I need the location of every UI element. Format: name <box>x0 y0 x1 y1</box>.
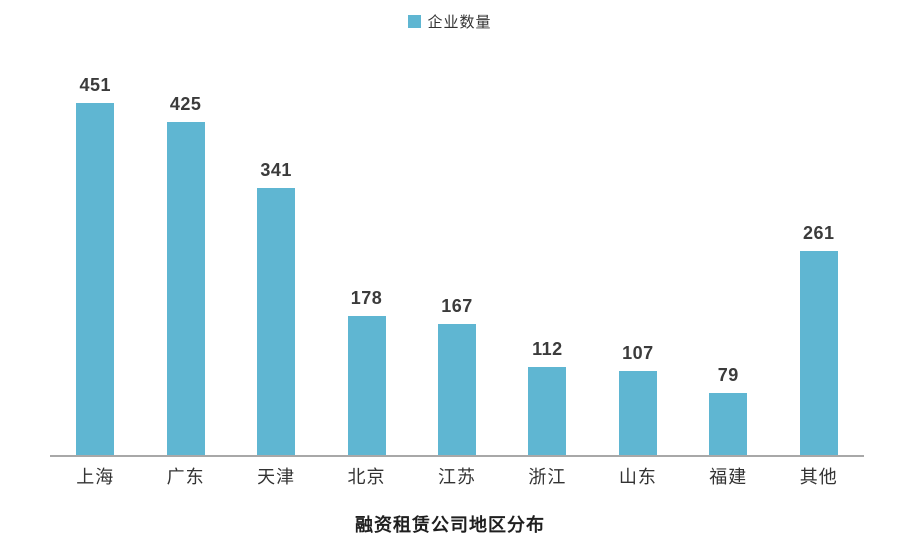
bar-group: 178 <box>321 75 411 455</box>
x-axis-label: 江苏 <box>437 467 476 487</box>
bar-group: 425 <box>140 75 230 455</box>
bar-value-label: 107 <box>622 343 654 363</box>
bar-group: 112 <box>502 75 592 455</box>
bar-value-label: 178 <box>350 288 383 308</box>
bar <box>347 316 386 455</box>
x-axis-label: 其他 <box>799 467 838 487</box>
bar <box>166 122 205 455</box>
bar-group: 261 <box>774 75 864 455</box>
x-axis-label: 天津 <box>257 467 296 487</box>
bar-group: 79 <box>683 75 773 455</box>
bar-value-label: 425 <box>169 94 202 114</box>
bar-value-label: 341 <box>260 160 292 180</box>
bar <box>76 103 115 455</box>
x-axis-label: 北京 <box>347 467 386 487</box>
x-axis-label: 浙江 <box>528 467 567 487</box>
bar <box>437 324 476 455</box>
legend-swatch-icon <box>408 15 422 28</box>
x-axis-label: 福建 <box>709 467 748 487</box>
x-axis-label: 广东 <box>166 467 205 487</box>
bar <box>709 393 748 455</box>
bar-group: 107 <box>593 75 683 455</box>
bar-group: 341 <box>231 75 321 455</box>
x-axis-category-labels: 上海 广东 天津 北京 江苏 浙江 山东 福建 其他 <box>50 463 864 489</box>
x-axis-label: 上海 <box>76 467 115 487</box>
legend-label: 企业数量 <box>427 14 492 31</box>
bar-value-label: 451 <box>79 75 111 95</box>
plot-area: 451 425 341 178 167 112 107 79 261 <box>50 75 864 457</box>
bar-group: 167 <box>412 75 502 455</box>
bar <box>799 251 838 455</box>
bar <box>528 367 567 455</box>
bar-value-label: 112 <box>532 339 563 359</box>
x-axis-label: 山东 <box>618 467 657 487</box>
bar <box>618 371 657 455</box>
bar <box>257 188 296 455</box>
chart-legend: 企业数量 <box>0 11 900 32</box>
bar-value-label: 167 <box>441 296 473 316</box>
bar-group: 451 <box>50 75 140 455</box>
bar-value-label: 261 <box>802 223 835 243</box>
bar-value-label: 79 <box>717 365 739 385</box>
chart-title: 融资租赁公司地区分布 <box>355 515 545 535</box>
